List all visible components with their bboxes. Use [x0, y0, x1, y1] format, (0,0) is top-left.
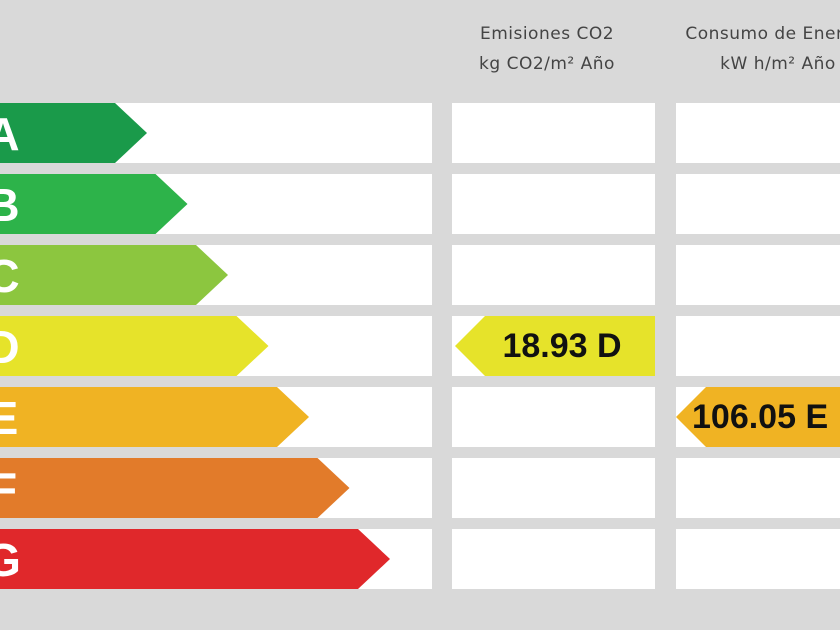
cell-background — [676, 458, 840, 518]
consumption-title: Consumo de Energía — [685, 24, 840, 44]
rating-letter: C — [0, 250, 20, 302]
cell-background — [452, 387, 655, 447]
cell-background — [676, 245, 840, 305]
emissions-title: Emisiones CO2 — [480, 24, 614, 44]
cell-background — [452, 174, 655, 234]
cell-background — [676, 529, 840, 589]
cell-background — [452, 103, 655, 163]
rating-arrow — [0, 316, 269, 376]
emissions-arrow — [455, 316, 655, 376]
cell-background — [676, 103, 840, 163]
rating-letter: A — [0, 108, 20, 160]
rating-letter: F — [0, 463, 17, 515]
cell-background — [452, 529, 655, 589]
cell-background — [676, 316, 840, 376]
rating-arrow — [0, 458, 350, 518]
rating-arrow — [0, 103, 147, 163]
consumption-unit: kW h/m² Año — [720, 54, 836, 74]
cell-background — [452, 458, 655, 518]
cell-background — [452, 245, 655, 305]
rating-letter: G — [0, 534, 21, 586]
cell-background — [676, 174, 840, 234]
rating-letter: D — [0, 321, 20, 373]
rating-letter: E — [0, 392, 18, 444]
emissions-unit: kg CO2/m² Año — [479, 54, 615, 74]
rating-arrow — [0, 174, 188, 234]
rating-arrow — [0, 529, 390, 589]
consumption-arrow — [676, 387, 840, 447]
emissions-value: 18.93 D — [502, 327, 621, 365]
rating-letter: B — [0, 179, 20, 231]
consumption-value: 106.05 E — [692, 398, 828, 436]
rating-arrow — [0, 387, 309, 447]
rating-arrow — [0, 245, 228, 305]
